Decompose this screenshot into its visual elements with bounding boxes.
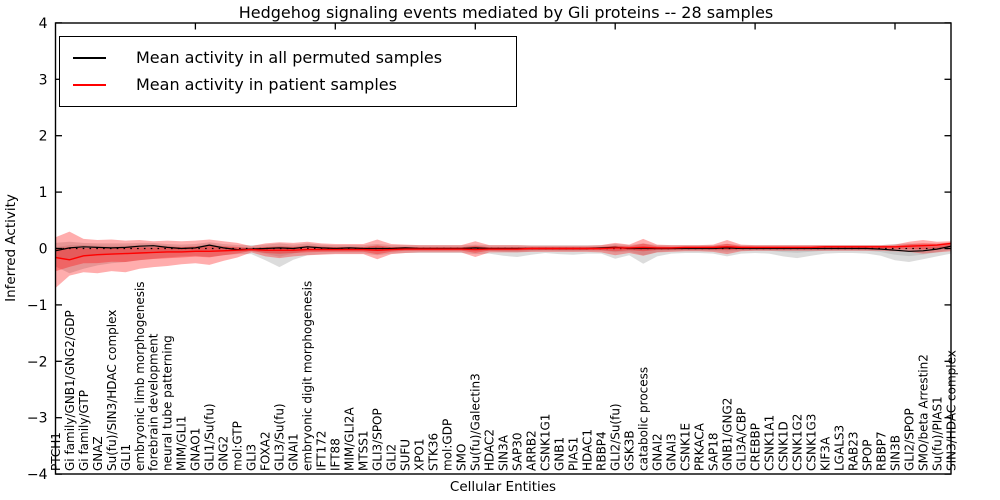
x-tick-label: GLI3/SPOP <box>371 408 385 471</box>
x-tick-label: CSNK1G2 <box>790 414 804 471</box>
x-tick-label: IFT172 <box>315 431 329 471</box>
x-tick-label: SMO <box>455 444 469 471</box>
x-tick-label: GLI3A/CBP <box>734 408 748 471</box>
x-tick-label: GSK3B <box>623 430 637 471</box>
x-axis-label: Cellular Entities <box>449 479 557 495</box>
x-tick-label: forebrain development <box>147 333 161 471</box>
x-tick-label: STK36 <box>427 433 441 471</box>
x-tick-label: GNB1/GNG2 <box>720 398 734 471</box>
x-tick-label: CREBBP <box>748 423 762 471</box>
x-tick-label: GLI2 <box>385 444 399 471</box>
x-tick-label: GNAI1 <box>287 433 301 471</box>
y-tick-label: 1 <box>39 185 48 201</box>
x-tick-label: SAP30 <box>511 432 525 471</box>
x-tick-label: GLI3 <box>245 444 259 471</box>
patient-band-outer <box>55 231 951 288</box>
legend-item-patient: Mean activity in patient samples <box>60 71 516 98</box>
legend-item-permuted: Mean activity in all permuted samples <box>60 44 516 71</box>
x-tick-label: HDAC2 <box>483 429 497 471</box>
x-tick-label: XPO1 <box>413 438 427 471</box>
x-tick-label: SMO/beta Arrestin2 <box>916 354 930 471</box>
x-tick-label: Gi family/GNB1/GNG2/GDP <box>63 310 77 471</box>
x-tick-label: FOXA2 <box>259 431 273 471</box>
patient-line-swatch <box>73 83 106 86</box>
x-tick-label: Su(fu)/SIN3/HDAC complex <box>105 310 119 471</box>
y-tick-label: 0 <box>39 242 48 258</box>
x-tick-label: GLI1 <box>119 444 133 471</box>
x-tick-label: GNAI3 <box>665 433 679 471</box>
legend-label-permuted: Mean activity in all permuted samples <box>136 48 443 67</box>
x-tick-label: RBBP7 <box>874 431 888 471</box>
y-tick-label: −4 <box>27 467 48 483</box>
y-axis-label: Inferred Activity <box>3 194 19 302</box>
x-tick-label: ARRB2 <box>525 430 539 471</box>
x-tick-label: GLI2/Su(fu) <box>609 403 623 471</box>
x-tick-label: Gi family/GTP <box>77 390 91 471</box>
x-tick-label: IFT88 <box>329 438 343 471</box>
x-tick-label: neural tube patterning <box>161 335 175 471</box>
y-tick-label: 3 <box>39 72 48 88</box>
x-tick-label: RAB23 <box>846 431 860 471</box>
y-tick-label: 2 <box>39 129 48 145</box>
x-tick-label: MIM/GLI2A <box>343 407 357 471</box>
x-tick-label: PRKACA <box>692 422 706 471</box>
x-tick-label: GNG2 <box>217 436 231 471</box>
x-tick-label: SIN3A <box>497 434 511 471</box>
legend: Mean activity in all permuted samples Me… <box>59 36 517 107</box>
x-tick-label: SPOP <box>860 439 874 471</box>
x-tick-label: Su(fu)/Galectin3 <box>469 373 483 471</box>
x-tick-label: GLI1/Su(fu) <box>203 403 217 471</box>
legend-label-patient: Mean activity in patient samples <box>136 75 397 94</box>
x-tick-label: PIAS1 <box>567 437 581 471</box>
x-tick-label: CSNK1D <box>776 421 790 471</box>
x-tick-label: GNAI2 <box>651 433 665 471</box>
y-tick-label: −3 <box>27 411 48 427</box>
x-tick-label: mol:GDP <box>441 419 455 471</box>
x-tick-label: GNAZ <box>91 436 105 471</box>
patient-mean-line <box>55 242 952 261</box>
x-tick-label: SUFU <box>399 439 413 471</box>
x-tick-label: HDAC1 <box>581 429 595 471</box>
x-tick-label: embryonic limb morphogenesis <box>133 281 147 471</box>
y-tick-label: 4 <box>39 16 48 32</box>
x-tick-label: GNB1 <box>553 437 567 471</box>
x-tick-label: catabolic process <box>637 367 651 471</box>
x-tick-label: SIN3B <box>888 435 902 471</box>
x-tick-label: KIF3A <box>818 436 832 471</box>
x-tick-label: mol:GTP <box>231 421 245 471</box>
x-tick-label: CSNK1G1 <box>539 414 553 471</box>
x-tick-label: MIM/GLI1 <box>175 416 189 471</box>
permuted-line-swatch <box>73 56 106 59</box>
x-tick-label: RBBP4 <box>595 431 609 471</box>
x-tick-label: GLI2/SPOP <box>902 408 916 471</box>
chart-title: Hedgehog signaling events mediated by Gl… <box>238 3 774 22</box>
x-tick-label: SAP18 <box>706 432 720 471</box>
x-tick-label: GLI3/Su(fu) <box>273 403 287 471</box>
x-tick-label: CSNK1A1 <box>762 415 776 471</box>
x-tick-label: LGALS3 <box>832 425 846 471</box>
x-tick-label: CSNK1E <box>678 423 692 471</box>
y-tick-label: −2 <box>27 354 48 370</box>
y-tick-label: −1 <box>27 298 48 314</box>
x-tick-label: Su(fu)/PIAS1 <box>930 396 944 471</box>
x-tick-label: CSNK1G3 <box>804 414 818 471</box>
x-tick-label: embryonic digit morphogenesis <box>301 281 315 471</box>
x-tick-label: MTSS1 <box>357 430 371 471</box>
x-tick-label: GNAO1 <box>189 428 203 471</box>
